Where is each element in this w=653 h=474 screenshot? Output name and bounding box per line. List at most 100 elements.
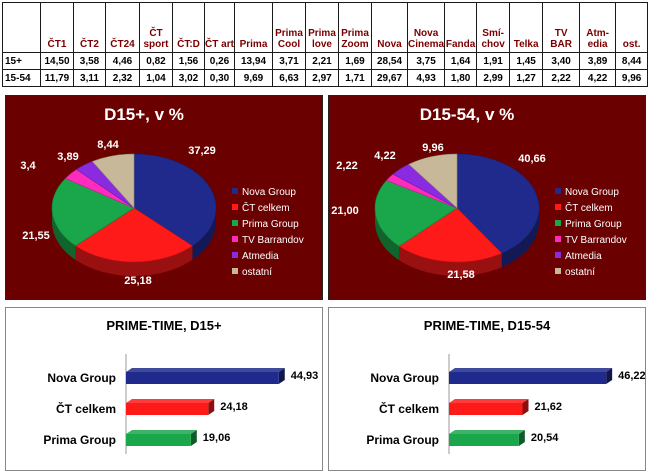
legend-swatch [232, 268, 238, 274]
pie-slice [398, 207, 503, 263]
table-header-row: ČT1 ČT2 ČT24 ČT sport ČT:D ČT art Prima Prima C… [2, 2, 649, 53]
table-cell: 2,99 [476, 69, 511, 87]
pie-value-label: 9,96 [422, 142, 443, 154]
column-header: ČT1 [40, 2, 74, 53]
pie-value-label: 3,89 [57, 151, 78, 163]
column-header: Fanda [444, 2, 478, 53]
pie-value-label: 40,66 [518, 153, 546, 165]
pie-slice [133, 153, 217, 247]
pie-slice [51, 178, 135, 247]
bar-top [126, 368, 285, 372]
legend-entry: Prima Group [242, 219, 299, 230]
table-cell: 3,71 [272, 52, 306, 70]
bar [126, 403, 209, 415]
pie-slice [374, 180, 458, 247]
table-cell: 3,58 [73, 52, 106, 70]
legend-swatch [555, 252, 561, 258]
table-cell: 2,22 [542, 69, 581, 87]
legend-swatch [555, 220, 561, 226]
pie-panel-15plus: D15+, v % 37,29 25,18 21,55 3,4 3,89 8,44 Nova … [5, 95, 323, 300]
column-header: Prima Zoom [338, 2, 372, 53]
table-cell: 2,21 [305, 52, 339, 70]
bar-end [278, 368, 285, 384]
pie-value-label: 8,44 [97, 139, 119, 151]
pie-slice-side [75, 245, 193, 276]
pie-title: D15-54, v % [420, 105, 515, 124]
legend-swatch [555, 204, 561, 210]
bar-top [449, 430, 525, 434]
bar-top [126, 430, 197, 434]
legend-entry: ČT celkem [242, 201, 290, 214]
column-header: ČT24 [105, 2, 140, 53]
pie-slice-side [399, 246, 502, 276]
legend-entry: ostatní [242, 267, 272, 278]
legend-swatch [232, 252, 238, 258]
table-cell: 3,40 [542, 52, 581, 70]
column-header: Nova Cinema [406, 2, 446, 53]
bar-category-label: Prima Group [366, 433, 439, 447]
table-row: 15+ 14,50 3,58 4,46 0,82 1,56 0,26 13,94 3,71 2,2… [2, 52, 649, 70]
bar-end [208, 399, 215, 415]
legend-entry: TV Barrandov [242, 235, 304, 246]
bar-value-label: 44,93 [291, 370, 319, 382]
legend-entry: ostatní [565, 267, 595, 278]
pie-value-label: 2,22 [336, 160, 357, 172]
pie-value-label: 21,55 [22, 230, 50, 242]
row-label: 15+ [2, 52, 41, 70]
bar-value-label: 46,22 [618, 370, 645, 382]
table-cell: 9,96 [615, 69, 649, 87]
table-cell: 0,82 [139, 52, 173, 70]
bar-chart-primetime-15plus: PRIME-TIME, D15+ Nova Group 44,93 ČT celkem… [43, 318, 319, 454]
bar-end [518, 430, 525, 446]
pie-slice [408, 153, 458, 209]
column-header: Atm-edia [579, 2, 617, 53]
table-cell: 1,80 [444, 69, 478, 87]
legend-entry: Atmedia [242, 251, 279, 262]
pie-value-label: 37,29 [188, 145, 216, 157]
table-cell: 2,32 [105, 69, 140, 87]
table-cell: 6,63 [272, 69, 306, 87]
column-header: ČT sport [139, 2, 173, 53]
table-cell: 13,94 [234, 52, 273, 70]
pie-value-label: 3,4 [20, 160, 36, 172]
column-header: ČT2 [73, 2, 106, 53]
share-table: ČT1 ČT2 ČT24 ČT sport ČT:D ČT art Prima Prima C… [2, 2, 649, 87]
bar-top [126, 399, 215, 403]
pie-slice-side [501, 208, 539, 268]
pie-slice [91, 153, 135, 209]
table-cell: 3,75 [406, 52, 446, 70]
table-cell: 4,46 [105, 52, 140, 70]
legend-swatch [555, 268, 561, 274]
legend-swatch [232, 188, 238, 194]
table-cell: 1,64 [444, 52, 478, 70]
bar-panel-primetime-15-54: PRIME-TIME, D15-54 Nova Group 46,22 ČT celk… [328, 307, 646, 471]
bar-value-label: 21,62 [535, 401, 563, 413]
legend-entry: ČT celkem [565, 201, 613, 214]
pie-chart-15plus: D15+, v % 37,29 25,18 21,55 3,4 3,89 8,44 Nova … [20, 105, 304, 287]
bar-value-label: 19,06 [203, 432, 231, 444]
bar-value-label: 24,18 [220, 401, 248, 413]
column-header: TV BAR [542, 2, 581, 53]
legend-entry: Nova Group [565, 187, 619, 198]
bar-top [449, 399, 529, 403]
column-header: Prima love [305, 2, 339, 53]
bar-category-label: Prima Group [43, 433, 116, 447]
bar-end [522, 399, 529, 415]
legend-swatch [555, 236, 561, 242]
table-cell: 3,02 [172, 69, 205, 87]
table-cell: 0,30 [204, 69, 235, 87]
bar [126, 372, 279, 384]
pie-value-label: 4,22 [374, 150, 395, 162]
column-header: Nova [371, 2, 408, 53]
table-cell: 4,93 [406, 69, 446, 87]
bar [449, 372, 607, 384]
bar-category-label: ČT celkem [379, 401, 439, 416]
column-header: ost. [615, 2, 649, 53]
bar-end [606, 368, 613, 384]
bar [449, 434, 519, 446]
bar-chart-primetime-15-54: PRIME-TIME, D15-54 Nova Group 46,22 ČT celk… [366, 318, 645, 454]
table-cell: 1,04 [139, 69, 173, 87]
table-cell: 0,26 [204, 52, 235, 70]
bar-category-label: Nova Group [370, 371, 439, 385]
bar-title: PRIME-TIME, D15-54 [424, 318, 551, 333]
